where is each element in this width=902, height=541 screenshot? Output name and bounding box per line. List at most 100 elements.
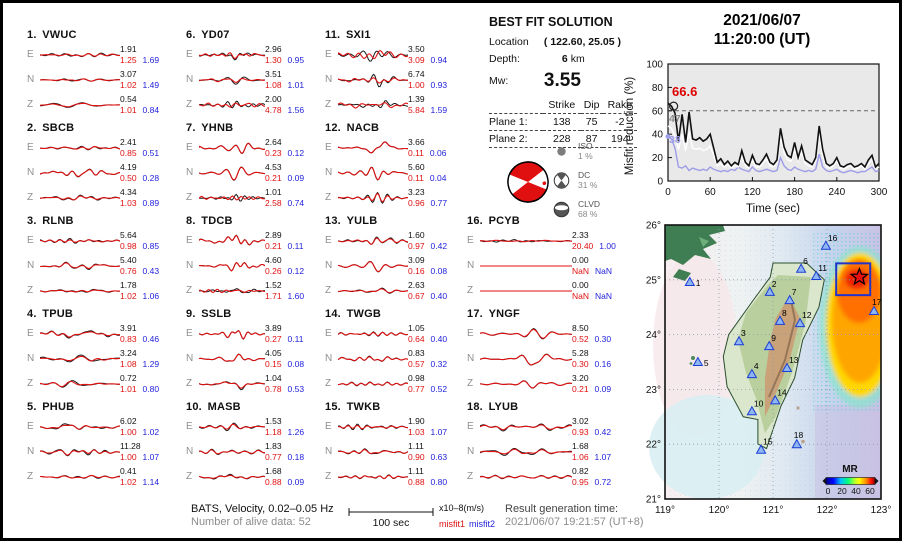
waveform-plot	[199, 329, 265, 340]
waveform-row: E 1.60 0.97 0.42	[325, 228, 457, 253]
component-label: E	[27, 328, 34, 339]
waveform-plot	[338, 287, 408, 294]
waveform-plot	[338, 73, 408, 87]
misfit1-value: 0.50	[120, 173, 137, 183]
station-block: 14. TWGB E 1.05 0.64 0.40 N 0.83 0.57 0.32 Z 0.98 0…	[325, 308, 457, 396]
plane2-strike: 228	[542, 130, 581, 148]
misfit1-value: 0.76	[120, 266, 137, 276]
scalebar-label: 100 sec	[372, 517, 410, 529]
misfit1-legend: misfit1	[439, 519, 466, 529]
epicenter-star	[849, 266, 870, 286]
amp-value: 3.20	[572, 373, 589, 383]
map-y-tick: 25°	[646, 275, 661, 286]
map-station-number: 1	[696, 278, 701, 288]
misfit2-value: 0.52	[430, 384, 448, 394]
map-station-marker: 10	[746, 398, 764, 416]
best-fit-panel: BEST FIT SOLUTION Location ( 122.60, 25.…	[489, 15, 637, 148]
map-x-tick: 123°	[871, 505, 892, 516]
amp-value: 6.74	[408, 69, 425, 79]
misfit-values: 0.82 0.95 0.72	[572, 466, 611, 487]
sw-sea-shade	[649, 395, 765, 499]
station-title: 17. YNGF	[467, 308, 520, 320]
iso-pct: 1 %	[578, 151, 593, 161]
x-tick-label: 0	[665, 187, 671, 198]
misfit2-value: 0.80	[430, 477, 448, 487]
station-block: 18. LYUB E 3.02 0.93 0.42 N 1.68 1.06 1.07 Z 0.82 0…	[467, 401, 631, 489]
misfit2-value: 0.06	[429, 148, 447, 158]
misfit-values: 0.83 0.57 0.32	[408, 348, 447, 369]
footer-left: BATS, Velocity, 0.02–0.05 Hz Number of a…	[191, 503, 334, 529]
misfit-values: 0.54 1.01 0.84	[120, 94, 159, 115]
event-time: 11:20:00 (UT)	[713, 31, 811, 48]
component-label: E	[467, 235, 474, 246]
misfit-values: 3.91 0.83 0.46	[120, 323, 159, 344]
station-title: 8. TDCB	[186, 215, 233, 227]
plane2-dip: 87	[580, 130, 603, 148]
location-label: Location	[489, 36, 529, 48]
map-station-number: 16	[828, 233, 838, 243]
misfit2-value: 0.85	[142, 241, 160, 251]
misfit1-value: 1.06	[572, 452, 589, 462]
planes-header-row: Strike Dip Rake	[489, 97, 637, 114]
component-label: Z	[467, 378, 474, 389]
result-label: Result generation time:	[505, 503, 619, 515]
x-tick-label: 300	[871, 187, 888, 198]
amplitude-unit-label: x10–8(m/s)	[439, 503, 485, 513]
misfit2-value: 0.84	[142, 105, 160, 115]
misfit1-value: 20.40	[572, 241, 594, 251]
map-station-number: 14	[777, 387, 787, 397]
waveform-row: Z 1.52 1.71 1.60	[186, 278, 314, 303]
amp-value: 0.41	[120, 466, 137, 476]
misfit1-value: 0.78	[265, 384, 282, 394]
station-title: 18. LYUB	[467, 401, 519, 413]
misfit1-value: 0.90	[408, 452, 425, 462]
waveform-row: Z 1.78 1.02 1.06	[27, 278, 173, 303]
waveform-plot	[40, 379, 120, 388]
misfit-values: 2.96 1.30 0.95	[265, 44, 304, 65]
misfit1-value: 1.02	[120, 80, 137, 90]
misfit1-value: 1.00	[408, 80, 425, 90]
misfit-values: 5.40 0.76 0.43	[120, 255, 159, 276]
component-label: E	[27, 142, 34, 153]
misfit1-value: 0.88	[265, 477, 282, 487]
component-label: Z	[325, 192, 332, 203]
misfit2-value: 0.89	[142, 198, 160, 208]
waveform-row: E 2.96 1.30 0.95	[186, 42, 314, 67]
misfit2-value: 1.07	[142, 452, 160, 462]
misfit-values: 0.00 NaN NaN	[572, 280, 612, 301]
misfit1-value: 5.84	[408, 105, 425, 115]
waveform-plot	[480, 474, 572, 479]
waveform-plot	[199, 380, 265, 390]
misfit-values: 3.02 0.93 0.42	[572, 416, 611, 437]
amp-value: 0.54	[120, 94, 137, 104]
misfit1-value: 0.85	[120, 148, 137, 158]
dc-item: DC 31 %	[553, 170, 635, 190]
misfit2-value: 1.01	[287, 80, 305, 90]
misfit-values: 0.98 0.77 0.52	[408, 373, 447, 394]
component-label: Z	[467, 471, 474, 482]
chart-frame	[667, 63, 880, 182]
station-block: 8. TDCB E 2.89 0.21 0.11 N 4.60 0.26 0.12 Z 1.52 1.…	[186, 215, 314, 303]
component-label: N	[467, 260, 475, 271]
y-tick-label: 60	[652, 106, 664, 117]
misfit2-value: 1.60	[287, 291, 305, 301]
waveform-plot	[480, 422, 572, 432]
col-strike: Strike	[542, 97, 581, 114]
misfit1-value: 0.83	[120, 334, 137, 344]
decomposition-legend: ISO 1 % DC 31 % CLVD 68 %	[553, 141, 635, 228]
amp-value: 1.60	[408, 230, 425, 240]
amp-value: 5.64	[120, 230, 137, 240]
waveform-plot	[480, 327, 572, 339]
misfit2-value: 0.12	[287, 148, 305, 158]
misfit-chart: 0 20 40 60 80 100 0 60 120 180 240 300 Time (sec) Mis…	[624, 60, 888, 216]
misfit1-value: 0.77	[265, 452, 282, 462]
station-title: 7. YHNB	[186, 122, 234, 134]
waveform-plot	[480, 353, 572, 366]
waveform-row: E 5.64 0.98 0.85	[27, 228, 173, 253]
ludao-island	[796, 406, 800, 410]
waveform-row: N 11.28 1.00 1.07	[27, 439, 173, 464]
map-station-marker: 3	[733, 328, 746, 346]
misfit1-value: 0.15	[265, 359, 282, 369]
station-block: 13. YULB E 1.60 0.97 0.42 N 3.09 0.16 0.08 Z 2.63 0…	[325, 215, 457, 303]
